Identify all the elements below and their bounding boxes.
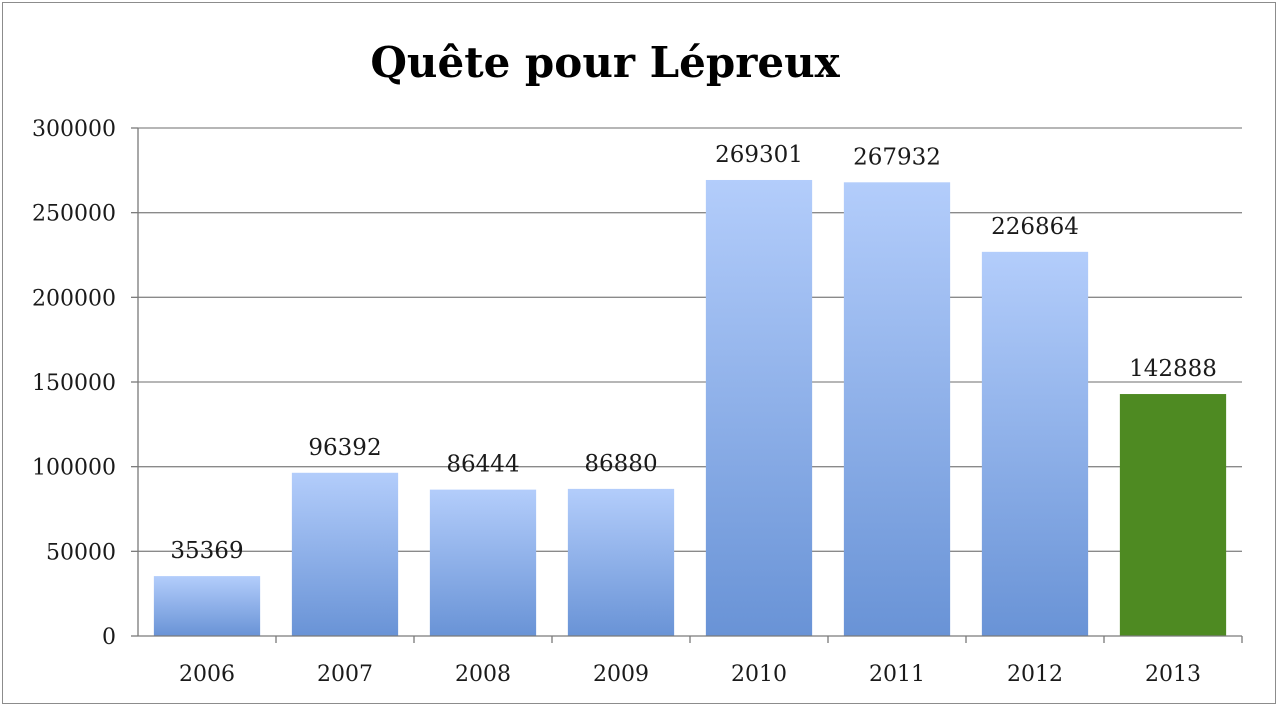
bar-2006 xyxy=(153,576,261,636)
x-tick-label: 2011 xyxy=(869,662,925,687)
data-labels: 35369 96392 86444 86880 269301 267932 226864 14… xyxy=(170,142,1216,564)
x-tick-label: 2013 xyxy=(1145,662,1201,687)
bar-2012 xyxy=(981,251,1089,636)
x-tick-label: 2012 xyxy=(1007,662,1063,687)
y-tick-label: 200000 xyxy=(32,286,116,311)
data-label-2009: 86880 xyxy=(584,451,657,477)
data-label-2011: 267932 xyxy=(853,144,941,170)
x-tick-label: 2006 xyxy=(179,662,235,687)
x-tick-label: 2009 xyxy=(593,662,649,687)
data-label-2008: 86444 xyxy=(446,452,519,478)
bar-2011 xyxy=(843,182,951,636)
y-tick-label: 50000 xyxy=(46,540,116,565)
bar-2010 xyxy=(705,179,813,636)
bars xyxy=(153,179,1227,636)
x-axis-ticks: 2006 2007 2008 2009 2010 2011 2012 2013 xyxy=(138,635,1243,687)
x-tick-label: 2008 xyxy=(455,662,511,687)
data-label-2012: 226864 xyxy=(991,214,1079,240)
y-tick-label: 250000 xyxy=(32,202,116,227)
data-label-2010: 269301 xyxy=(715,142,803,168)
bar-2007 xyxy=(291,472,399,636)
chart-title: Quête pour Lépreux xyxy=(370,38,840,87)
x-tick-label: 2007 xyxy=(317,662,373,687)
data-label-2013: 142888 xyxy=(1129,356,1217,382)
data-label-2006: 35369 xyxy=(170,538,243,564)
y-axis-ticks: 0 50000 100000 150000 200000 250000 300000 xyxy=(32,117,139,650)
bar-2008 xyxy=(429,489,537,636)
y-tick-label: 300000 xyxy=(32,117,116,142)
data-label-2007: 96392 xyxy=(308,435,381,461)
y-tick-label: 150000 xyxy=(32,371,116,396)
y-tick-label: 100000 xyxy=(32,456,116,481)
bar-2009 xyxy=(567,488,675,636)
bar-2013 xyxy=(1119,394,1227,636)
x-tick-label: 2010 xyxy=(731,662,787,687)
y-tick-label: 0 xyxy=(102,625,116,650)
